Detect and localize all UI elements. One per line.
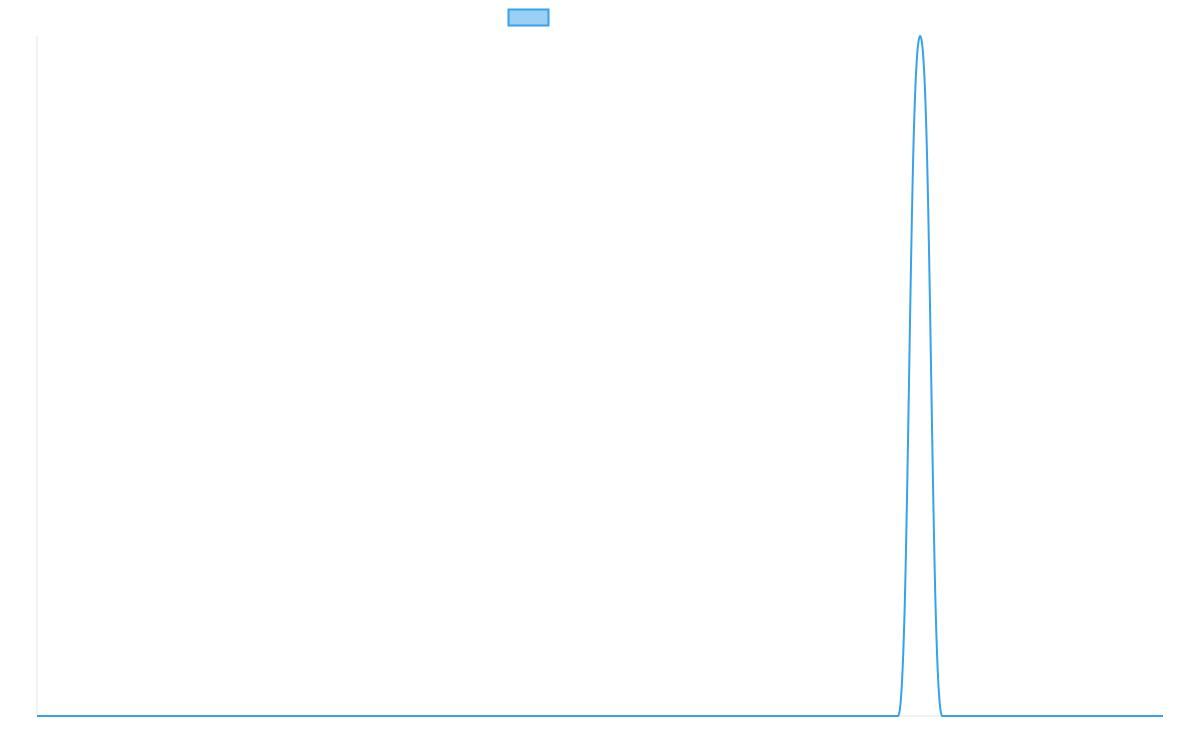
data-point[interactable] — [630, 713, 636, 719]
data-point[interactable] — [1160, 713, 1166, 719]
data-point[interactable] — [321, 713, 327, 719]
data-point[interactable] — [100, 713, 106, 719]
data-point[interactable] — [277, 713, 283, 719]
data-point[interactable] — [1050, 713, 1056, 719]
data-point[interactable] — [807, 713, 813, 719]
series-line-0[interactable] — [37, 35, 1163, 717]
data-point[interactable] — [1028, 713, 1034, 719]
data-point[interactable] — [34, 713, 40, 719]
data-point[interactable] — [1005, 713, 1011, 719]
data-point[interactable] — [586, 713, 592, 719]
data-point[interactable] — [1072, 713, 1078, 719]
data-point[interactable] — [144, 713, 150, 719]
data-point[interactable] — [1116, 713, 1122, 719]
data-point[interactable] — [939, 713, 945, 719]
data-point[interactable] — [785, 713, 791, 719]
data-point[interactable] — [851, 713, 857, 719]
data-point[interactable] — [255, 713, 261, 719]
data-point[interactable] — [1094, 713, 1100, 719]
data-point[interactable] — [520, 713, 526, 719]
data-point[interactable] — [873, 713, 879, 719]
legend-swatch[interactable] — [507, 8, 550, 27]
data-point[interactable] — [983, 713, 989, 719]
data-point[interactable] — [1138, 713, 1144, 719]
data-point[interactable] — [299, 713, 305, 719]
data-point[interactable] — [453, 713, 459, 719]
data-point[interactable] — [343, 713, 349, 719]
data-point[interactable] — [409, 713, 415, 719]
data-point[interactable] — [211, 713, 217, 719]
data-point[interactable] — [387, 713, 393, 719]
data-point[interactable] — [652, 713, 658, 719]
data-point[interactable] — [564, 713, 570, 719]
data-point[interactable] — [56, 713, 62, 719]
data-point[interactable] — [78, 713, 84, 719]
data-point[interactable] — [189, 713, 195, 719]
data-point[interactable] — [476, 713, 482, 719]
data-point[interactable] — [961, 713, 967, 719]
data-point[interactable] — [608, 713, 614, 719]
data-point[interactable] — [718, 713, 724, 719]
data-point[interactable] — [829, 713, 835, 719]
data-point[interactable] — [741, 713, 747, 719]
data-point[interactable] — [696, 713, 702, 719]
data-point[interactable] — [122, 713, 128, 719]
data-point[interactable] — [674, 713, 680, 719]
data-point[interactable] — [895, 713, 901, 719]
data-point[interactable] — [542, 713, 548, 719]
data-point[interactable] — [917, 33, 923, 39]
data-point[interactable] — [233, 713, 239, 719]
data-point[interactable] — [763, 713, 769, 719]
data-point[interactable] — [498, 713, 504, 719]
data-point[interactable] — [431, 713, 437, 719]
data-point[interactable] — [365, 713, 371, 719]
data-point[interactable] — [166, 713, 172, 719]
